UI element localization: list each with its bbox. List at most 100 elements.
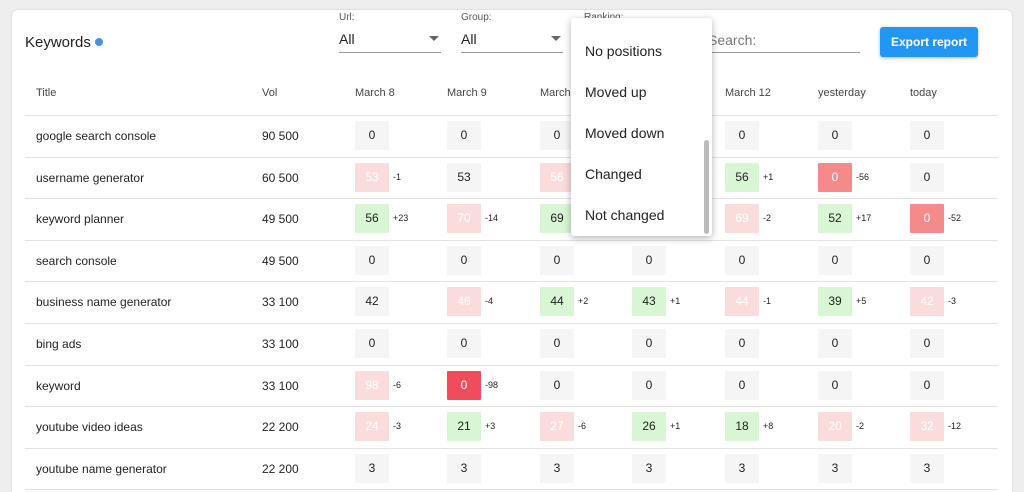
position-cell: 0 bbox=[447, 329, 481, 358]
column-header: Title bbox=[36, 87, 57, 99]
position-cell: 0 bbox=[910, 329, 944, 358]
filter-label: Ranking: bbox=[584, 12, 623, 23]
volume: 22 200 bbox=[262, 420, 299, 435]
filter-select[interactable]: All bbox=[339, 31, 355, 47]
position-cell: 0 bbox=[910, 245, 944, 275]
position-change: -1 bbox=[393, 171, 402, 182]
position-change: +1 bbox=[670, 421, 681, 432]
scrollbar bbox=[704, 140, 709, 234]
position-change: -98 bbox=[485, 379, 499, 390]
position-cell: 69 bbox=[725, 204, 759, 234]
position-cell: 43 bbox=[632, 287, 666, 317]
search-underline bbox=[705, 52, 860, 53]
position-cell: 44 bbox=[540, 287, 574, 317]
position-cell: 56 bbox=[725, 162, 759, 192]
volume: 33 100 bbox=[262, 295, 299, 310]
search-input[interactable]: Search: bbox=[708, 32, 757, 48]
position-cell: 0 bbox=[355, 121, 389, 150]
menu-option[interactable]: Changed bbox=[585, 166, 642, 182]
position-change: -6 bbox=[578, 421, 587, 432]
keyword-title: youtube video ideas bbox=[36, 420, 143, 435]
export-button[interactable]: Export report bbox=[880, 27, 978, 57]
menu-option[interactable]: No positions bbox=[585, 43, 663, 59]
position-cell: 0 bbox=[725, 370, 759, 400]
position-cell: 56 bbox=[540, 162, 574, 192]
volume: 60 500 bbox=[262, 170, 299, 185]
filter-label: Url: bbox=[339, 12, 355, 23]
keyword-title: bing ads bbox=[36, 337, 82, 351]
keyword-title: username generator bbox=[36, 170, 145, 185]
position-cell: 70 bbox=[447, 204, 481, 234]
position-change: -6 bbox=[393, 379, 402, 390]
position-cell: 0 bbox=[818, 329, 852, 358]
position-cell: 26 bbox=[632, 412, 666, 442]
keyword-title: keyword bbox=[36, 378, 81, 393]
volume: 33 100 bbox=[262, 337, 299, 351]
position-change: +1 bbox=[670, 296, 681, 307]
keyword-title: youtube name generator bbox=[36, 461, 167, 476]
column-header: March 8 bbox=[355, 87, 395, 99]
position-cell: 0 bbox=[910, 162, 944, 192]
position-cell: 0 bbox=[355, 245, 389, 275]
position-cell: 3 bbox=[818, 453, 852, 483]
position-change: -14 bbox=[485, 213, 499, 224]
position-cell: 0 bbox=[725, 245, 759, 275]
row-divider bbox=[25, 489, 998, 491]
position-cell: 0 bbox=[540, 245, 574, 275]
position-cell: 24 bbox=[355, 412, 389, 442]
position-change: -3 bbox=[948, 296, 957, 307]
volume: 33 100 bbox=[262, 378, 299, 393]
position-change: +2 bbox=[578, 296, 589, 307]
header-divider bbox=[25, 115, 998, 116]
filter-underline bbox=[461, 52, 563, 53]
position-cell: 0 bbox=[725, 121, 759, 150]
caret bbox=[429, 36, 439, 41]
position-cell: 53 bbox=[355, 162, 389, 192]
info-icon[interactable] bbox=[95, 38, 103, 46]
position-cell: 98 bbox=[355, 370, 389, 400]
position-cell: 20 bbox=[818, 412, 852, 442]
position-cell: 0 bbox=[910, 204, 944, 234]
column-header: Vol bbox=[262, 87, 278, 99]
position-cell: 3 bbox=[632, 453, 666, 483]
volume: 49 500 bbox=[262, 212, 299, 227]
volume: 90 500 bbox=[262, 129, 299, 143]
position-cell: 0 bbox=[818, 162, 852, 192]
position-cell: 52 bbox=[818, 204, 852, 234]
title: Keywords bbox=[25, 34, 91, 51]
position-cell: 56 bbox=[355, 204, 389, 234]
position-cell: 0 bbox=[447, 370, 481, 400]
position-cell: 53 bbox=[447, 162, 481, 192]
row-divider bbox=[25, 239, 998, 241]
column-header: March 9 bbox=[447, 87, 487, 99]
row-divider bbox=[25, 364, 998, 366]
position-change: +17 bbox=[856, 213, 872, 224]
filter-underline bbox=[339, 52, 441, 53]
position-change: +23 bbox=[393, 213, 409, 224]
position-cell: 0 bbox=[725, 329, 759, 358]
position-cell: 0 bbox=[540, 121, 574, 150]
position-change: +1 bbox=[763, 171, 774, 182]
menu-option[interactable]: Not changed bbox=[585, 207, 665, 223]
position-cell: 44 bbox=[725, 287, 759, 317]
filter-select[interactable]: All bbox=[461, 31, 477, 47]
position-change: -2 bbox=[763, 213, 772, 224]
row-divider bbox=[25, 198, 998, 200]
menu-option[interactable]: Moved down bbox=[585, 125, 665, 141]
column-header: yesterday bbox=[818, 87, 866, 99]
keyword-title: keyword planner bbox=[36, 212, 125, 227]
column-header: March 12 bbox=[725, 87, 771, 99]
position-cell: 32 bbox=[910, 412, 944, 442]
caret bbox=[551, 36, 561, 41]
filter-label: Group: bbox=[461, 12, 492, 23]
position-cell: 0 bbox=[632, 245, 666, 275]
position-change: -1 bbox=[763, 296, 772, 307]
row-divider bbox=[25, 406, 998, 408]
position-cell: 0 bbox=[910, 121, 944, 150]
menu-option[interactable]: Moved up bbox=[585, 84, 647, 100]
position-change: -2 bbox=[856, 421, 865, 432]
position-cell: 18 bbox=[725, 412, 759, 442]
volume: 49 500 bbox=[262, 253, 299, 268]
position-cell: 46 bbox=[447, 287, 481, 317]
